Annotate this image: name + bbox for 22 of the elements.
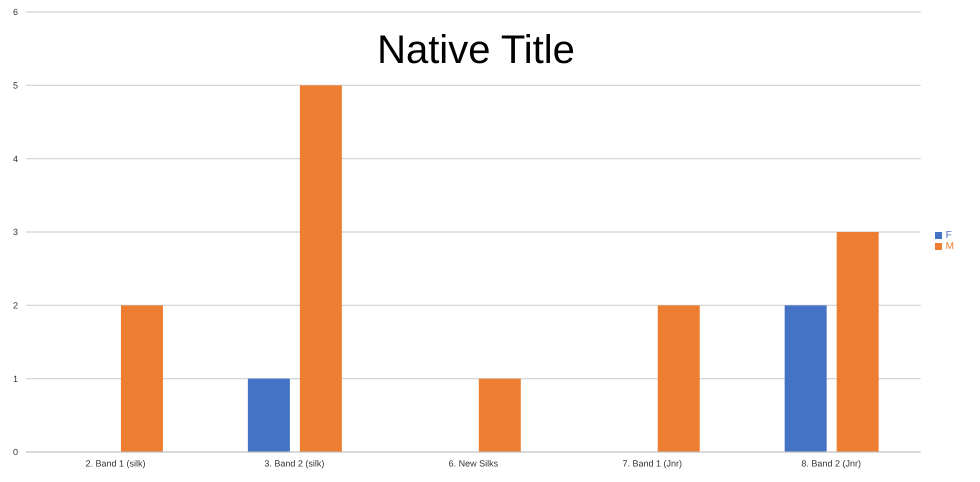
chart-title: Native Title (376, 28, 576, 73)
x-tick-label: 7. Band 1 (Jnr) (622, 458, 682, 468)
bar (836, 232, 879, 452)
x-tick-label: 2. Band 1 (silk) (85, 458, 146, 468)
y-tick-label: 6 (12, 7, 18, 18)
x-tick-label: 6. New Silks (448, 458, 499, 468)
bar (300, 85, 342, 452)
y-tick-label: 3 (12, 227, 18, 238)
legend-label: F (946, 230, 952, 241)
x-tick-label: 8. Band 2 (Jnr) (801, 458, 861, 468)
x-tick-label: 3. Band 2 (silk) (264, 458, 324, 468)
y-tick-label: 0 (12, 447, 18, 458)
legend-label: M (946, 241, 954, 252)
bar (478, 378, 521, 452)
bar (120, 305, 163, 452)
y-tick-label: 5 (12, 80, 18, 91)
y-tick-label: 2 (12, 300, 18, 311)
bar (784, 305, 827, 452)
bar (658, 305, 700, 452)
y-tick-label: 1 (12, 374, 18, 384)
y-tick-label: 4 (12, 154, 18, 164)
bar (248, 378, 290, 452)
